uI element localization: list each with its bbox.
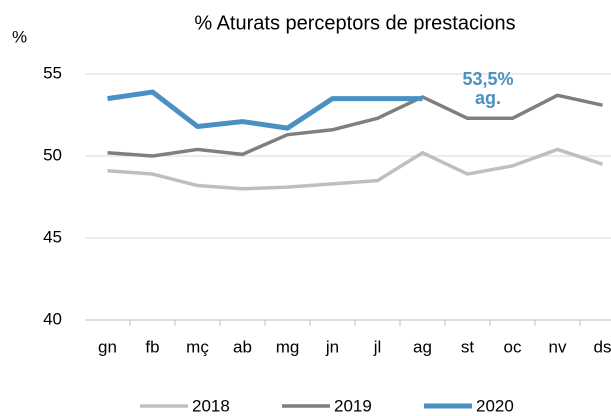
y-tick-label: 40 bbox=[43, 309, 62, 328]
line-series bbox=[107, 89, 423, 131]
x-tick-label: jl bbox=[373, 337, 382, 356]
y-tick-label: 50 bbox=[43, 145, 62, 164]
annotation: ag. bbox=[475, 88, 501, 108]
y-tick-label: 45 bbox=[43, 227, 62, 246]
line-series bbox=[107, 147, 604, 191]
x-tick-label: oc bbox=[504, 337, 522, 356]
x-tick-label: mç bbox=[186, 337, 209, 356]
x-tick-label: st bbox=[461, 337, 475, 356]
x-tick-label: ag bbox=[413, 337, 432, 356]
legend-label: 2019 bbox=[334, 396, 372, 415]
line-series bbox=[107, 93, 603, 158]
x-tick-label: ab bbox=[233, 337, 252, 356]
x-tick-label: gn bbox=[98, 337, 117, 356]
chart-title: % Aturats perceptors de prestacions bbox=[194, 12, 515, 34]
x-tick-label: fb bbox=[145, 337, 159, 356]
y-tick-label: 55 bbox=[43, 63, 62, 82]
x-tick-label: jn bbox=[325, 337, 339, 356]
annotation: 53,5% bbox=[462, 69, 513, 89]
y-axis-label: % bbox=[12, 27, 27, 46]
x-tick-label: ds bbox=[594, 337, 611, 356]
legend-label: 2020 bbox=[476, 396, 514, 415]
legend-label: 2018 bbox=[192, 396, 230, 415]
x-tick-label: nv bbox=[549, 337, 567, 356]
x-tick-label: mg bbox=[276, 337, 300, 356]
